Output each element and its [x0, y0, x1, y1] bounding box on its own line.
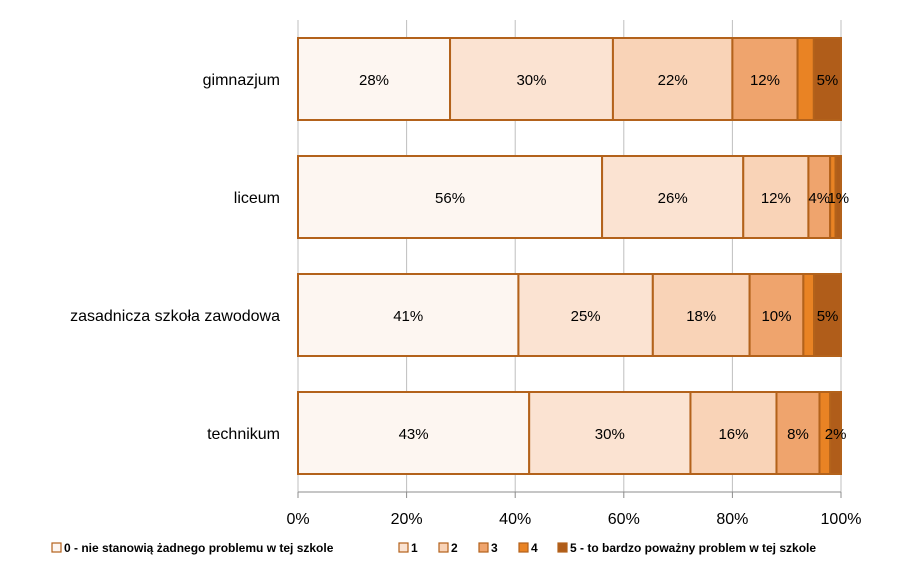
bar-segment [297, 37, 452, 121]
data-label: 10% [761, 308, 791, 325]
category-label: technikum [207, 426, 280, 443]
data-label: 25% [571, 308, 601, 325]
data-label: 8% [787, 426, 809, 443]
legend-swatch [478, 542, 489, 553]
legend-swatch [518, 542, 529, 553]
x-tick-label: 100% [821, 511, 862, 528]
legend-label: 1 [411, 541, 418, 555]
legend-swatch [398, 542, 409, 553]
bar-segment [689, 391, 778, 475]
x-tick-label: 0% [286, 511, 309, 528]
data-label: 5% [817, 308, 839, 325]
bar-segment [651, 273, 751, 357]
category-labels: gimnazjum liceum zasadnicza szkoła zawodow… [70, 72, 280, 443]
legend-label: 2 [451, 541, 458, 555]
x-tick-label: 60% [608, 511, 640, 528]
data-label: 56% [435, 190, 465, 207]
data-label: 28% [359, 72, 389, 89]
bar-segment [528, 391, 692, 475]
data-label: 1% [827, 190, 849, 207]
bar-segment [297, 273, 520, 357]
data-label: 26% [658, 190, 688, 207]
legend-swatch [557, 542, 568, 553]
bar-segment [517, 273, 654, 357]
bar-segment [775, 391, 821, 475]
data-label: 22% [658, 72, 688, 89]
data-label: 43% [399, 426, 429, 443]
data-label: 2% [825, 426, 847, 443]
legend: 0 - nie stanowią żadnego problemu w tej … [51, 541, 816, 555]
bars: 28% 30% 22% 12% 5% 56% 26% 12% 4%1% 41% 25% 18% 10% 5… [297, 37, 849, 475]
legend-label: 5 - to bardzo poważny problem w tej szko… [570, 541, 816, 555]
data-label: 41% [393, 308, 423, 325]
x-tick-label: 80% [716, 511, 748, 528]
bar-segment [834, 155, 843, 239]
x-tick-label: 20% [391, 511, 423, 528]
bar-segment [731, 37, 799, 121]
bar-segment [297, 155, 604, 239]
data-label: 12% [750, 72, 780, 89]
x-tick-label: 40% [499, 511, 531, 528]
data-label: 18% [686, 308, 716, 325]
bar-segment [796, 37, 815, 121]
bar-segment [748, 273, 805, 357]
bar-segment [742, 155, 810, 239]
legend-swatch [51, 542, 62, 553]
category-label: liceum [234, 190, 280, 207]
bar-segment [813, 273, 843, 357]
category-label: gimnazjum [203, 72, 280, 89]
bar-segment [812, 37, 842, 121]
data-label: 4% [808, 190, 830, 207]
bar-segment [829, 391, 842, 475]
x-axis-ticks: 0% 20% 40% 60% 80% 100% [286, 491, 862, 528]
data-label: 16% [718, 426, 748, 443]
legend-label: 0 - nie stanowią żadnego problemu w tej … [64, 541, 334, 555]
legend-swatch [438, 542, 449, 553]
data-label: 30% [516, 72, 546, 89]
legend-label: 3 [491, 541, 498, 555]
bar-segment [802, 273, 816, 357]
bar-segment [601, 155, 745, 239]
data-label: 12% [761, 190, 791, 207]
category-label: zasadnicza szkoła zawodowa [70, 308, 280, 325]
legend-label: 4 [531, 541, 538, 555]
bar-segment [297, 391, 531, 475]
data-label: 5% [817, 72, 839, 89]
data-label: 30% [595, 426, 625, 443]
